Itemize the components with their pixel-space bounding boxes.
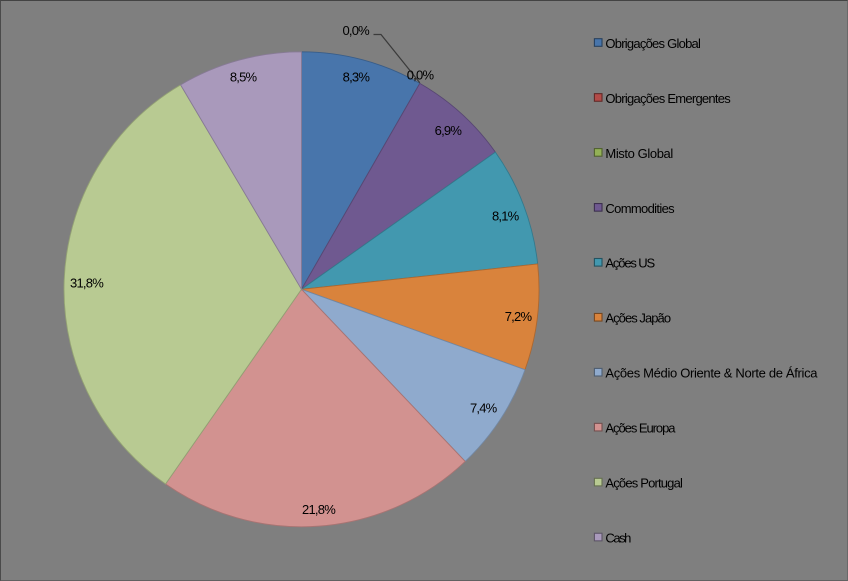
svg-text:Ações Europa: Ações Europa bbox=[605, 421, 676, 436]
svg-text:Commodities: Commodities bbox=[605, 201, 675, 216]
svg-text:0,0%: 0,0% bbox=[407, 67, 435, 82]
svg-text:Cash: Cash bbox=[605, 530, 631, 545]
svg-text:7,4%: 7,4% bbox=[470, 401, 498, 416]
svg-text:Obrigações Emergentes: Obrigações Emergentes bbox=[605, 91, 731, 106]
svg-text:Ações Médio Oriente & Norte de: Ações Médio Oriente & Norte de África bbox=[605, 366, 818, 381]
svg-text:6,9%: 6,9% bbox=[435, 123, 463, 138]
svg-text:0,0%: 0,0% bbox=[342, 23, 370, 38]
svg-text:Ações Japão: Ações Japão bbox=[605, 311, 670, 326]
svg-text:31,8%: 31,8% bbox=[70, 275, 104, 290]
svg-text:Ações Portugal: Ações Portugal bbox=[605, 476, 683, 491]
svg-text:7,2%: 7,2% bbox=[505, 309, 533, 324]
svg-text:21,8%: 21,8% bbox=[302, 502, 336, 517]
svg-text:Obrigações Global: Obrigações Global bbox=[605, 36, 701, 51]
svg-text:8,3%: 8,3% bbox=[343, 70, 371, 85]
svg-text:8,5%: 8,5% bbox=[230, 70, 258, 85]
svg-text:Ações US: Ações US bbox=[605, 256, 655, 271]
svg-text:8,1%: 8,1% bbox=[492, 209, 520, 224]
svg-text:Misto Global: Misto Global bbox=[605, 146, 673, 161]
